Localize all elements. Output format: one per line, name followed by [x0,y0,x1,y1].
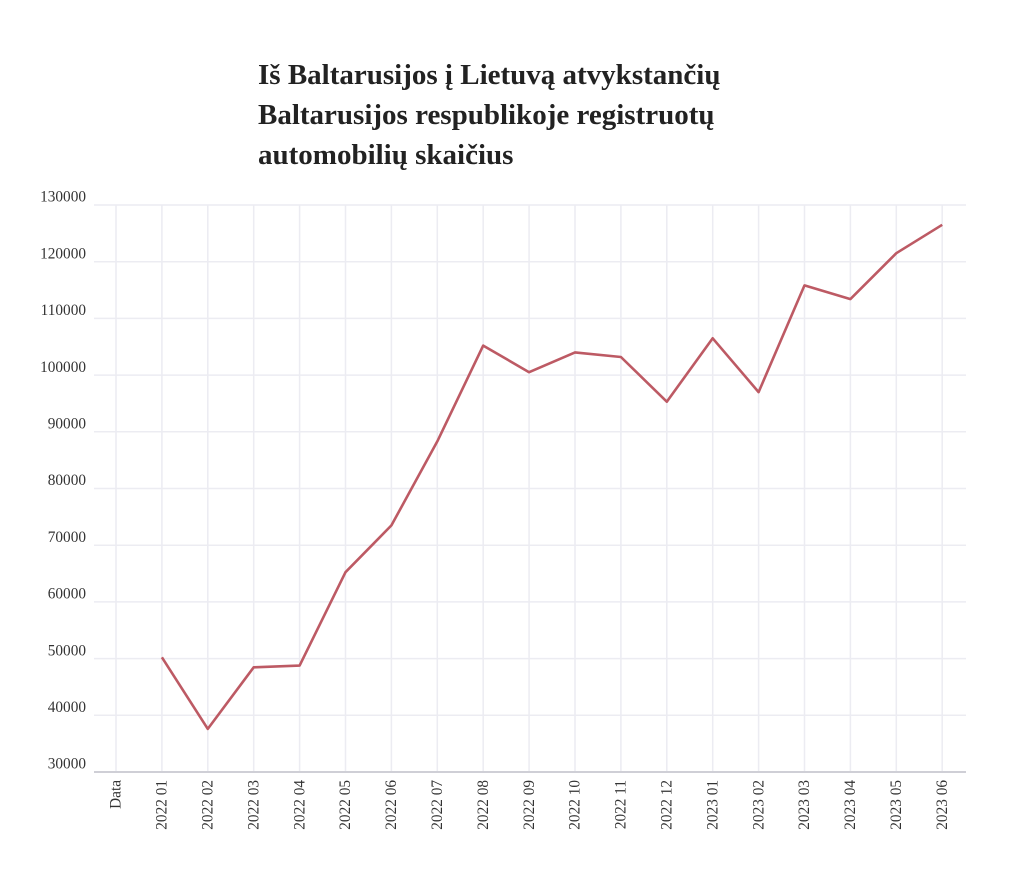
svg-text:70000: 70000 [48,529,87,546]
svg-text:2023 03: 2023 03 [796,780,813,830]
svg-text:2022 04: 2022 04 [291,780,308,830]
svg-text:30000: 30000 [48,756,87,773]
svg-text:Data: Data [108,780,125,809]
svg-text:2023 02: 2023 02 [750,780,767,830]
svg-text:2023 01: 2023 01 [704,780,721,830]
svg-text:2022 09: 2022 09 [521,780,538,830]
svg-text:2022 10: 2022 10 [567,780,584,830]
svg-text:40000: 40000 [48,699,87,716]
svg-text:120000: 120000 [40,245,86,262]
svg-text:2022 03: 2022 03 [245,780,262,830]
svg-text:90000: 90000 [48,416,87,433]
svg-text:2022 05: 2022 05 [337,780,354,830]
svg-text:130000: 130000 [40,189,86,206]
svg-text:50000: 50000 [48,642,87,659]
svg-text:2022 12: 2022 12 [659,780,676,830]
svg-text:2022 01: 2022 01 [154,780,171,830]
svg-text:2023 06: 2023 06 [934,780,951,830]
svg-text:2023 04: 2023 04 [842,780,859,830]
svg-text:100000: 100000 [40,359,86,376]
svg-text:80000: 80000 [48,472,87,489]
svg-text:2022 07: 2022 07 [429,780,446,830]
svg-text:2022 08: 2022 08 [475,780,492,830]
svg-text:2022 11: 2022 11 [613,780,630,829]
svg-text:2022 06: 2022 06 [383,780,400,830]
svg-text:automobilių skaičius: automobilių skaičius [258,139,513,171]
svg-text:Iš Baltarusijos į Lietuvą atvy: Iš Baltarusijos į Lietuvą atvykstančių [258,59,720,91]
svg-text:2023 05: 2023 05 [888,780,905,830]
svg-text:110000: 110000 [41,302,87,319]
svg-text:2022 02: 2022 02 [200,780,217,830]
svg-text:Baltarusijos respublikoje regi: Baltarusijos respublikoje registruotų [258,99,715,131]
svg-text:60000: 60000 [48,586,87,603]
